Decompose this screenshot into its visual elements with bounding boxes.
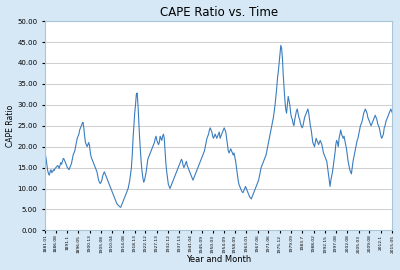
Title: CAPE Ratio vs. Time: CAPE Ratio vs. Time: [160, 6, 278, 19]
X-axis label: Year and Month: Year and Month: [186, 255, 252, 264]
Y-axis label: CAPE Ratio: CAPE Ratio: [6, 104, 14, 147]
